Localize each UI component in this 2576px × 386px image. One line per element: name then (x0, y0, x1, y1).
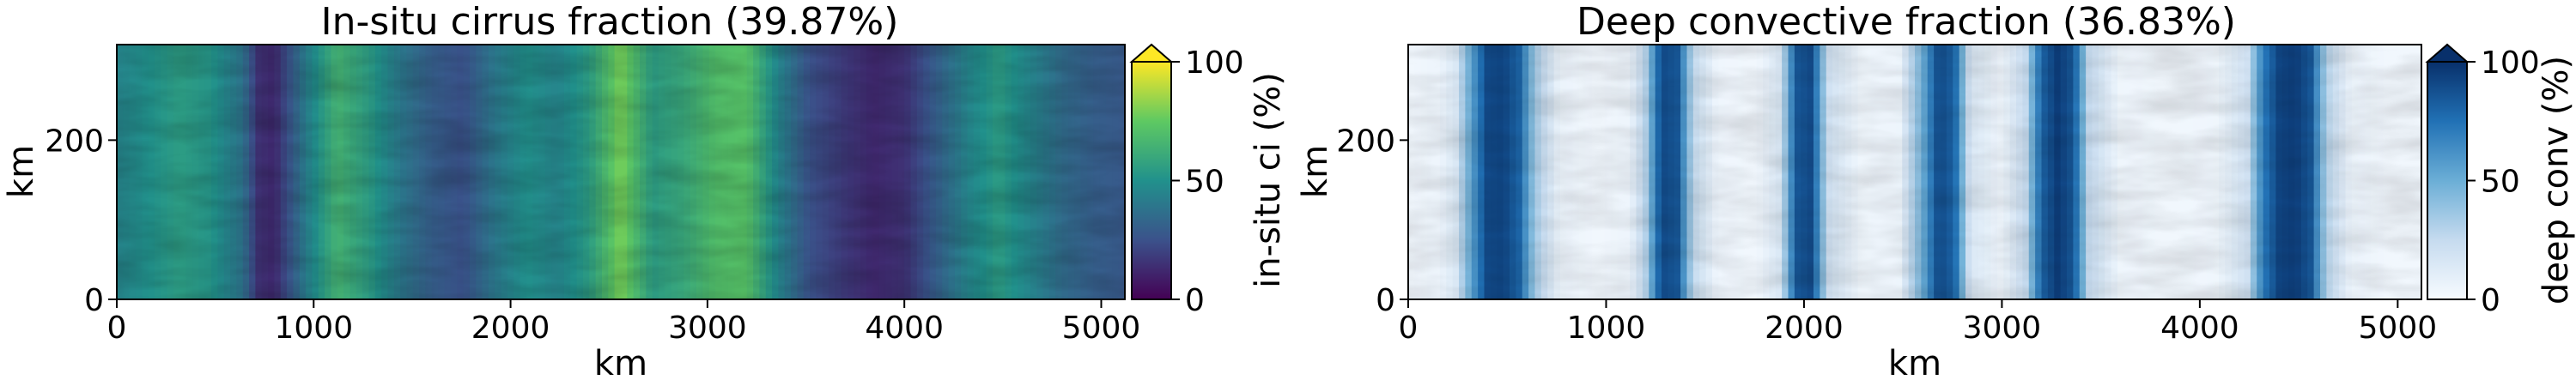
cirrus-x-tick-label: 5000 (1062, 311, 1141, 346)
cirrus-colorbar-tick-label: 50 (1185, 165, 1224, 200)
cirrus-x-tick-label: 1000 (274, 311, 353, 346)
cirrus-x-label: km (594, 344, 647, 383)
cirrus-x-tick-label: 0 (107, 311, 127, 346)
cirrus-colorbar-extend (1129, 43, 1174, 63)
convective-x-tick-label: 5000 (2359, 311, 2438, 346)
cirrus-x-tick-label: 2000 (471, 311, 550, 346)
convective-y-ticks: 0 200 (1336, 124, 1408, 318)
convective-y-label: km (1296, 145, 1335, 198)
cirrus-y-label: km (2, 145, 41, 198)
cirrus-x-tick-label: 4000 (865, 311, 944, 346)
cirrus-y-ticks: 0 200 (45, 124, 117, 318)
cirrus-x-tick-label: 3000 (668, 311, 747, 346)
cirrus-colorbar-tick-label: 0 (1185, 283, 1205, 318)
cirrus-title: In-situ cirrus fraction (39.87%) (321, 0, 899, 44)
convective-x-tick-label: 1000 (1567, 311, 1646, 346)
convective-colorbar-extend (2425, 43, 2470, 63)
cirrus-panel: In-situ cirrus fraction (39.87%) 0 1000 20… (2, 0, 1288, 383)
cirrus-colorbar: 0 50 100 in-situ ci (%) (1129, 43, 1288, 318)
convective-x-label: km (1888, 344, 1941, 383)
cirrus-colorbar-body (1131, 61, 1172, 300)
convective-colorbar: 0 50 100 deep conv (%) (2425, 43, 2576, 318)
convective-title: Deep convective fraction (36.83%) (1577, 0, 2236, 44)
cirrus-colorbar-tick-label: 100 (1185, 45, 1244, 81)
cirrus-colorbar-ticks: 0 50 100 (1171, 45, 1244, 318)
convective-y-tick-label: 200 (1336, 124, 1395, 159)
convective-colorbar-body (2427, 61, 2468, 300)
cirrus-y-tick-label: 0 (84, 283, 104, 318)
convective-colorbar-tick-label: 50 (2481, 165, 2520, 200)
convective-heatmap-texture (1408, 45, 2421, 299)
convective-colorbar-label: deep conv (%) (2537, 56, 2576, 305)
convective-colorbar-tick-label: 0 (2481, 283, 2500, 318)
cirrus-axes-frame (116, 44, 1126, 300)
convective-colorbar-tick-label: 100 (2481, 45, 2540, 81)
cirrus-x-ticks: 0 1000 2000 3000 4000 5000 (107, 299, 1141, 346)
convective-axes-frame (1407, 44, 2422, 300)
convective-x-tick-label: 4000 (2160, 311, 2239, 346)
cirrus-y-tick-label: 200 (45, 124, 104, 159)
convective-y-tick-label: 0 (1376, 283, 1395, 318)
convective-x-ticks: 0 1000 2000 3000 4000 5000 (1399, 299, 2438, 346)
convective-colorbar-ticks: 0 50 100 (2467, 45, 2540, 318)
convective-x-tick-label: 2000 (1765, 311, 1844, 346)
cirrus-heatmap-texture (117, 45, 1125, 299)
convective-x-tick-label: 3000 (1963, 311, 2042, 346)
convective-x-tick-label: 0 (1399, 311, 1419, 346)
cirrus-colorbar-label: in-situ ci (%) (1249, 72, 1288, 288)
convective-panel: Deep convective fraction (36.83%) 0 1000 2… (1296, 0, 2576, 383)
